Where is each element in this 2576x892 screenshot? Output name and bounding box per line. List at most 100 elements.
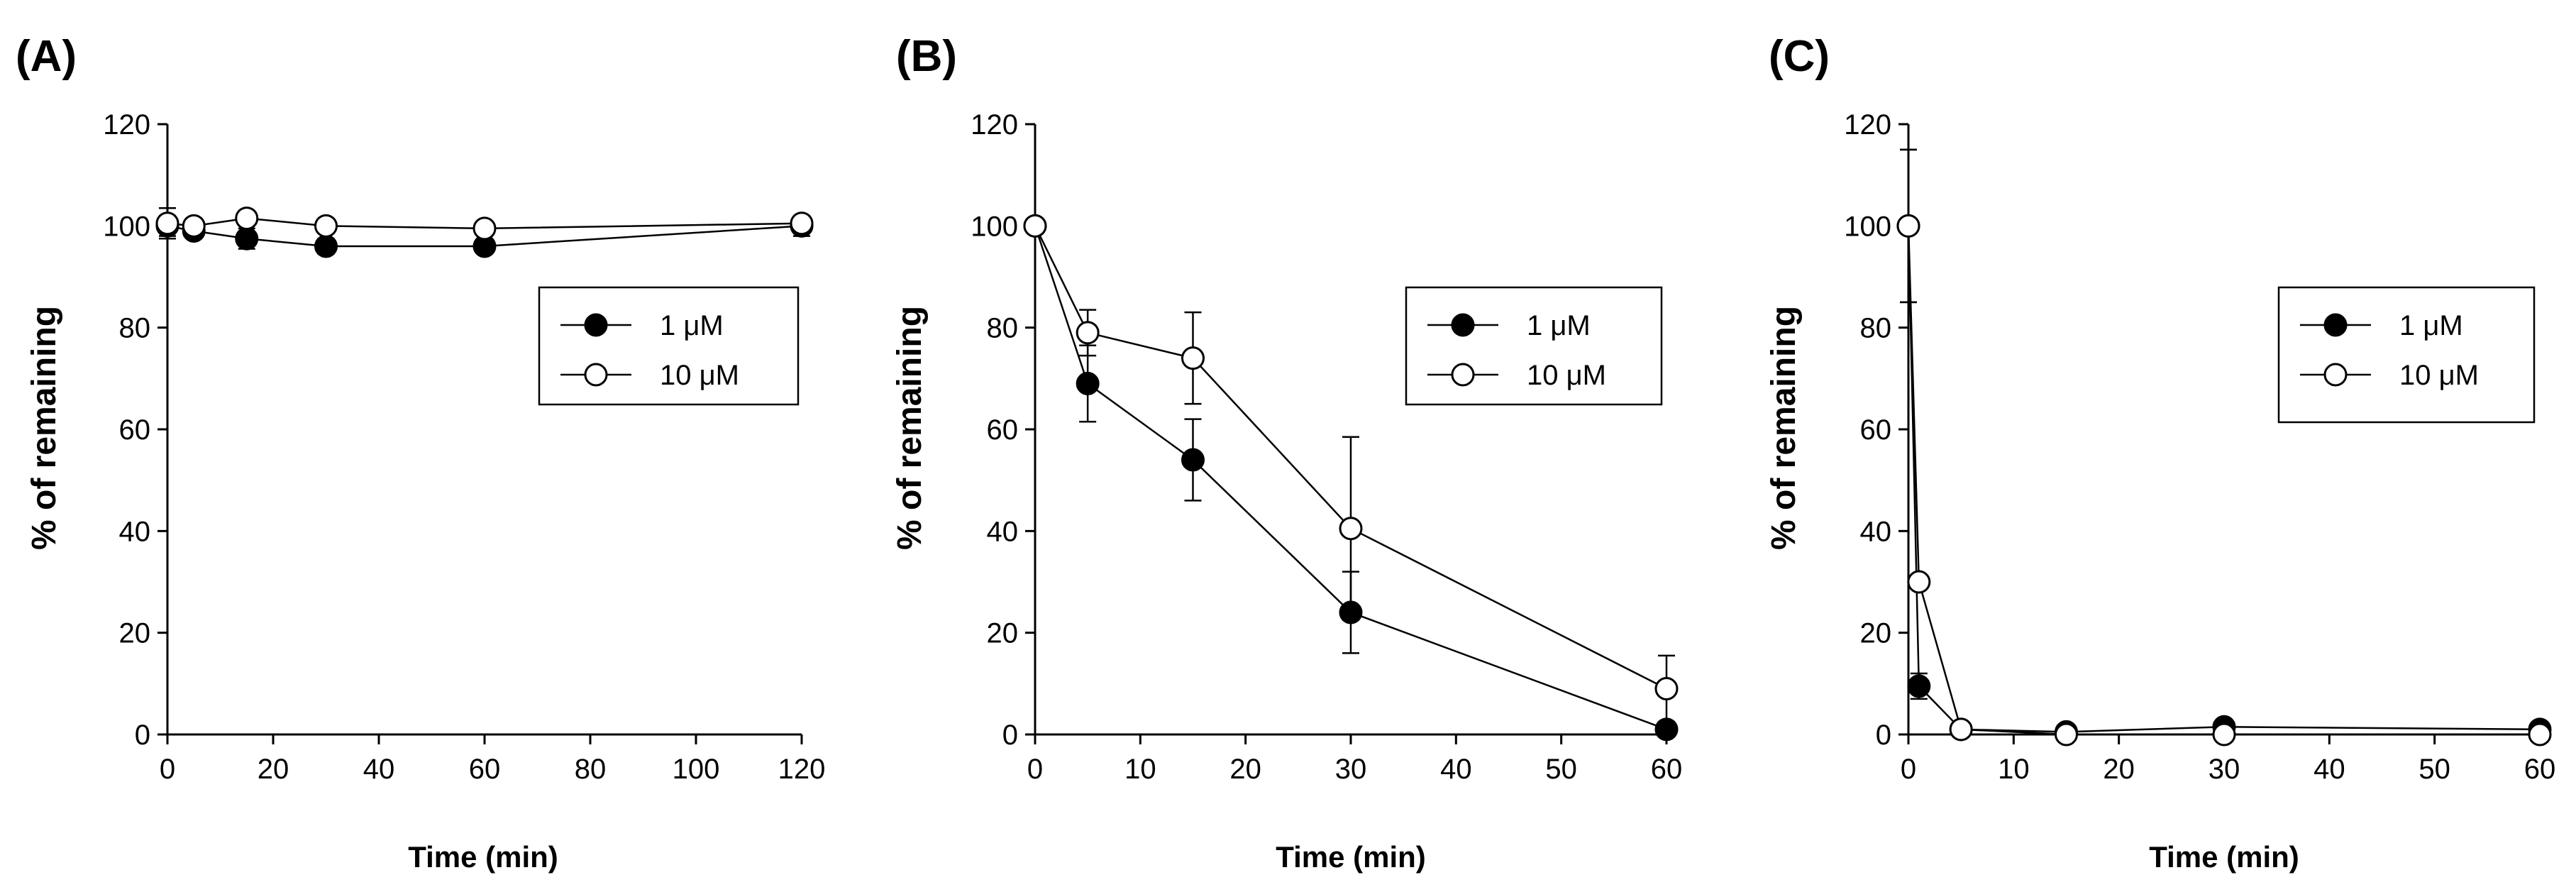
- x-tick-label: 30: [2209, 754, 2240, 785]
- legend-entry: 1 μM: [660, 310, 724, 341]
- legend-marker-open: [1451, 363, 1475, 387]
- x-tick-label: 0: [1901, 754, 1916, 785]
- x-tick-label: 60: [469, 754, 501, 785]
- x-tick-label: 120: [778, 754, 826, 785]
- y-tick-label: 60: [119, 414, 151, 446]
- x-tick-label: 30: [1335, 754, 1367, 785]
- series-line: [1907, 226, 2540, 736]
- y-tick-label: 80: [987, 313, 1019, 344]
- x-axis-label: Time (min): [408, 840, 558, 874]
- y-tick-label: 20: [1860, 618, 1892, 649]
- y-axis-label: % of remaining: [26, 306, 63, 550]
- y-tick-label: 100: [971, 211, 1018, 242]
- x-tick-label: 20: [2103, 754, 2135, 785]
- data-point-open: [790, 211, 814, 236]
- y-tick-label: 40: [987, 516, 1019, 547]
- legend-marker-filled: [1451, 313, 1475, 337]
- data-point-open: [1023, 214, 1047, 238]
- series-line: [1907, 226, 2541, 733]
- legend-marker-open: [584, 363, 608, 387]
- panel-a: (A) % of remaining Time (min) 0 20 40 60 80 1…: [16, 32, 825, 874]
- data-point-open: [1654, 677, 1679, 700]
- data-point-filled: [1076, 372, 1100, 395]
- legend-marker-filled: [2323, 313, 2348, 337]
- data-point-open: [2055, 722, 2078, 747]
- data-point-open: [1907, 570, 1931, 594]
- data-point-open: [1339, 517, 1363, 541]
- x-tick-label: 10: [1124, 754, 1156, 785]
- x-tick-label: 100: [673, 754, 720, 785]
- y-tick-label: 40: [1860, 516, 1892, 547]
- legend-entry: 10 μM: [2399, 360, 2479, 391]
- y-tick-label: 100: [1844, 211, 1891, 242]
- data-point-filled: [1907, 674, 1931, 698]
- y-tick-label: 20: [119, 618, 151, 649]
- data-point-open: [155, 211, 179, 236]
- data-point-filled: [1181, 448, 1205, 472]
- x-tick-label: 40: [1440, 754, 1472, 785]
- x-tick-label: 50: [2419, 754, 2450, 785]
- x-tick-label: 50: [1545, 754, 1577, 785]
- y-tick-label: 100: [103, 211, 150, 242]
- y-tick-label: 60: [987, 414, 1019, 446]
- x-axis-label: Time (min): [2149, 840, 2299, 874]
- data-point-filled: [235, 226, 259, 250]
- x-tick-label: 40: [363, 754, 395, 785]
- legend-box: [538, 286, 800, 406]
- data-point-open: [1949, 717, 1973, 742]
- panel-b: (B) % of remaining Time (min) 0 20 40 60 80 1…: [891, 32, 1682, 874]
- x-tick-label: 20: [258, 754, 289, 785]
- y-tick-label: 0: [1876, 720, 1891, 751]
- y-tick-label: 60: [1860, 414, 1892, 446]
- panel-label: (B): [896, 32, 957, 81]
- legend-entry: 10 μM: [660, 360, 739, 391]
- y-axis-label: % of remaining: [891, 306, 929, 550]
- x-tick-label: 60: [2524, 754, 2556, 785]
- panel-label: (A): [16, 32, 77, 81]
- x-axis-label: Time (min): [1276, 840, 1426, 874]
- legend-entry: 1 μM: [2399, 310, 2463, 341]
- y-tick-label: 120: [103, 109, 150, 141]
- legend: 1 μM 10 μM: [1405, 286, 1663, 406]
- legend: 1 μM 10 μM: [538, 286, 800, 406]
- x-tick-label: 10: [1998, 754, 2030, 785]
- x-tick-label: 0: [160, 754, 175, 785]
- panel-label: (C): [1769, 32, 1830, 81]
- y-tick-label: 80: [119, 313, 151, 344]
- data-point-open: [235, 207, 259, 231]
- plot-area: 0 20 40 60 80 100 120 0 10 20 30 40 50 60 1 μM 10 μM: [971, 109, 1682, 785]
- panel-c: (C) % of remaining Time (min) 0 20 40 60 80 1…: [1765, 32, 2555, 874]
- legend-marker-open: [2323, 363, 2348, 387]
- legend-box: [2277, 286, 2536, 424]
- legend-box: [1405, 286, 1663, 406]
- y-tick-label: 40: [119, 516, 151, 547]
- y-tick-label: 20: [987, 618, 1019, 649]
- plot-area: 0 20 40 60 80 100 120 0 10 20 30 40 50 60 1 μM 10 μM: [1844, 109, 2555, 785]
- y-tick-label: 120: [1844, 109, 1891, 141]
- data-point-filled: [314, 234, 338, 258]
- legend-marker-filled: [584, 313, 608, 337]
- y-axis-label: % of remaining: [1765, 306, 1803, 550]
- y-tick-label: 120: [971, 109, 1018, 141]
- data-point-open: [472, 216, 497, 241]
- data-point-open: [2528, 722, 2552, 747]
- data-point-open: [1181, 346, 1205, 370]
- x-tick-label: 20: [1229, 754, 1261, 785]
- y-tick-label: 80: [1860, 313, 1892, 344]
- x-tick-label: 60: [1651, 754, 1683, 785]
- legend-entry: 1 μM: [1527, 310, 1591, 341]
- legend-entry: 10 μM: [1527, 360, 1606, 391]
- plot-area: 0 20 40 60 80 100 120 0 20 40 60 80 100 120 1 μM 10 μM: [103, 109, 825, 785]
- y-tick-label: 0: [1002, 720, 1018, 751]
- data-point-open: [2212, 722, 2236, 747]
- data-point-open: [1896, 214, 1920, 238]
- x-tick-label: 0: [1027, 754, 1043, 785]
- legend: 1 μM 10 μM: [2277, 286, 2536, 424]
- x-tick-label: 80: [575, 754, 607, 785]
- y-tick-label: 0: [135, 720, 150, 751]
- x-tick-label: 40: [2314, 754, 2345, 785]
- data-point-open: [182, 214, 206, 238]
- data-point-open: [314, 214, 338, 238]
- data-point-open: [1076, 321, 1100, 345]
